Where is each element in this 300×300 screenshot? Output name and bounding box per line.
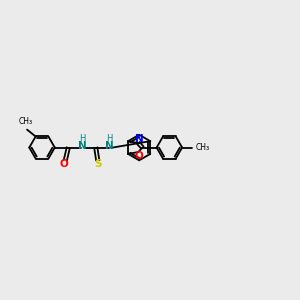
Text: N: N (78, 141, 87, 151)
Text: S: S (94, 159, 101, 169)
Text: N: N (105, 141, 114, 151)
Text: H: H (106, 134, 113, 142)
Text: N: N (134, 134, 143, 144)
Text: O: O (134, 152, 143, 161)
Text: H: H (79, 134, 85, 142)
Text: O: O (59, 159, 68, 169)
Text: CH₃: CH₃ (19, 117, 33, 126)
Text: CH₃: CH₃ (195, 143, 209, 152)
